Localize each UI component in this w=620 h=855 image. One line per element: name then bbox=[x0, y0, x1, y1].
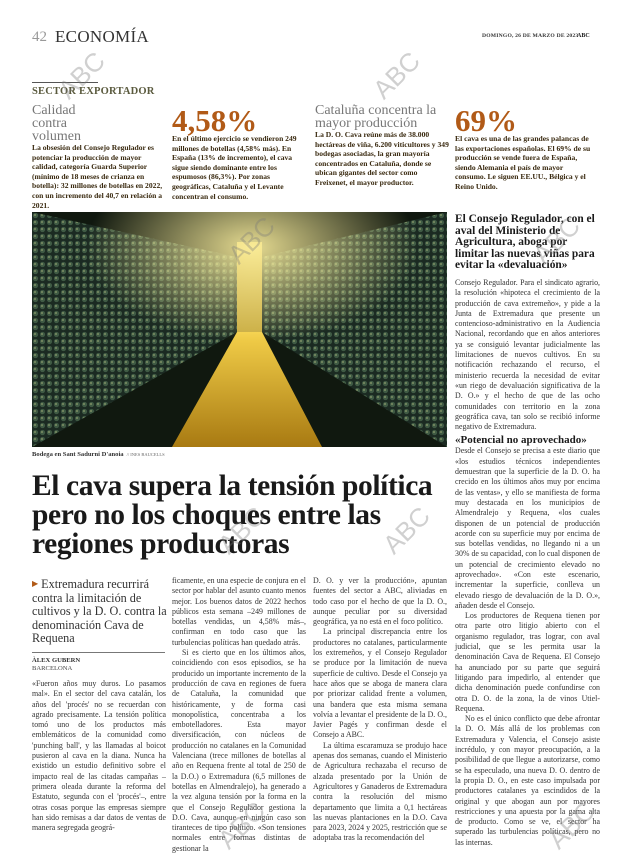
sidebar-subheading: «Potencial no aprovechado» bbox=[455, 434, 587, 447]
dateline: BARCELONA bbox=[32, 665, 73, 672]
fact-box-exportaciones: 69% El cava es una de las grandes palanc… bbox=[455, 103, 595, 192]
fact-text: En el último ejercicio se vendieron 249 … bbox=[172, 134, 297, 201]
fact-figure: 69% bbox=[455, 103, 517, 138]
paragraph: Consejo Regulador. Para el sindicato agr… bbox=[455, 277, 600, 432]
paragraph: No es el único conflicto que debe afront… bbox=[455, 714, 600, 847]
article-headline: El cava supera la tensión política pero … bbox=[32, 470, 433, 560]
fact-title: Calidad contra volumen bbox=[32, 103, 81, 144]
paragraph: La principal discrepancia entre los prod… bbox=[313, 627, 447, 740]
subhead-text: Extremadura recurrirá contra la limitaci… bbox=[32, 577, 167, 645]
section-title: ECONOMÍA bbox=[55, 27, 150, 46]
fact-box-cataluna: Cataluña concentra la mayor producción L… bbox=[315, 104, 450, 188]
paragraph: Desde el Consejo se precisa a este diari… bbox=[455, 446, 600, 610]
page-number: 42 bbox=[32, 29, 47, 45]
sidebar-heading: El Consejo Regulador, con el aval del Mi… bbox=[455, 213, 595, 272]
paragraph: ficamente, en una especie de conjura en … bbox=[172, 576, 306, 647]
photo-caption: Bodega en Sant Sadurni D'anoia// INES BA… bbox=[32, 451, 165, 458]
sidebar-column: El Consejo Regulador, con el aval del Mi… bbox=[455, 213, 600, 848]
divider bbox=[32, 652, 165, 653]
article-column-2: ficamente, en una especie de conjura en … bbox=[172, 576, 306, 854]
paragraph: Los productores de Requena tienen por ot… bbox=[455, 611, 600, 713]
masthead-logo: ABC bbox=[577, 33, 590, 39]
article-subhead: ▶ Extremadura recurrirá contra la limitac… bbox=[32, 577, 167, 646]
photo-credit: // INES BAUCELLS bbox=[126, 452, 165, 457]
fact-box-calidad: Calidad contra volumen La obsesión del C… bbox=[32, 104, 167, 210]
cellar-image bbox=[32, 212, 447, 447]
paragraph: D. O. y ver la producción», apuntan fuen… bbox=[313, 576, 447, 627]
paragraph: Si es cierto que en los últimos años, co… bbox=[172, 648, 306, 853]
sidebar-text: Desde el Consejo se precisa a este diari… bbox=[455, 446, 600, 848]
watermark: ABC bbox=[366, 45, 426, 105]
article-column-3: D. O. y ver la producción», apuntan fuen… bbox=[313, 576, 447, 844]
caption-text: Bodega en Sant Sadurni D'anoia bbox=[32, 451, 124, 458]
triangle-bullet-icon: ▶ bbox=[32, 579, 39, 588]
fact-text: La D. O. Cava reúne más de 38.000 hectár… bbox=[315, 130, 449, 187]
fact-figure: 4,58% bbox=[172, 103, 258, 138]
sidebar-text: Consejo Regulador. Para el sindicato agr… bbox=[455, 278, 600, 432]
fact-text: El cava es una de las grandes palancas d… bbox=[455, 134, 591, 191]
paragraph: La última escaramuza se produjo hace ape… bbox=[313, 740, 447, 843]
kicker: SECTOR EXPORTADOR bbox=[32, 86, 155, 97]
cellar-photo bbox=[32, 212, 447, 447]
paragraph: «Fueron años muy duros. Lo pasamos mal».… bbox=[32, 679, 166, 833]
article-column-1: «Fueron años muy duros. Lo pasamos mal».… bbox=[32, 679, 166, 833]
fact-title: Cataluña concentra la mayor producción bbox=[315, 103, 437, 131]
divider bbox=[32, 82, 98, 83]
fact-text: La obsesión del Consejo Regulador es pot… bbox=[32, 143, 163, 210]
issue-date: DOMINGO, 26 DE MARZO DE 2023 bbox=[482, 33, 579, 39]
fact-box-ventas: 4,58% En el último ejercicio se vendiero… bbox=[172, 103, 307, 201]
author: ÀLEX GUBERN bbox=[32, 657, 81, 664]
